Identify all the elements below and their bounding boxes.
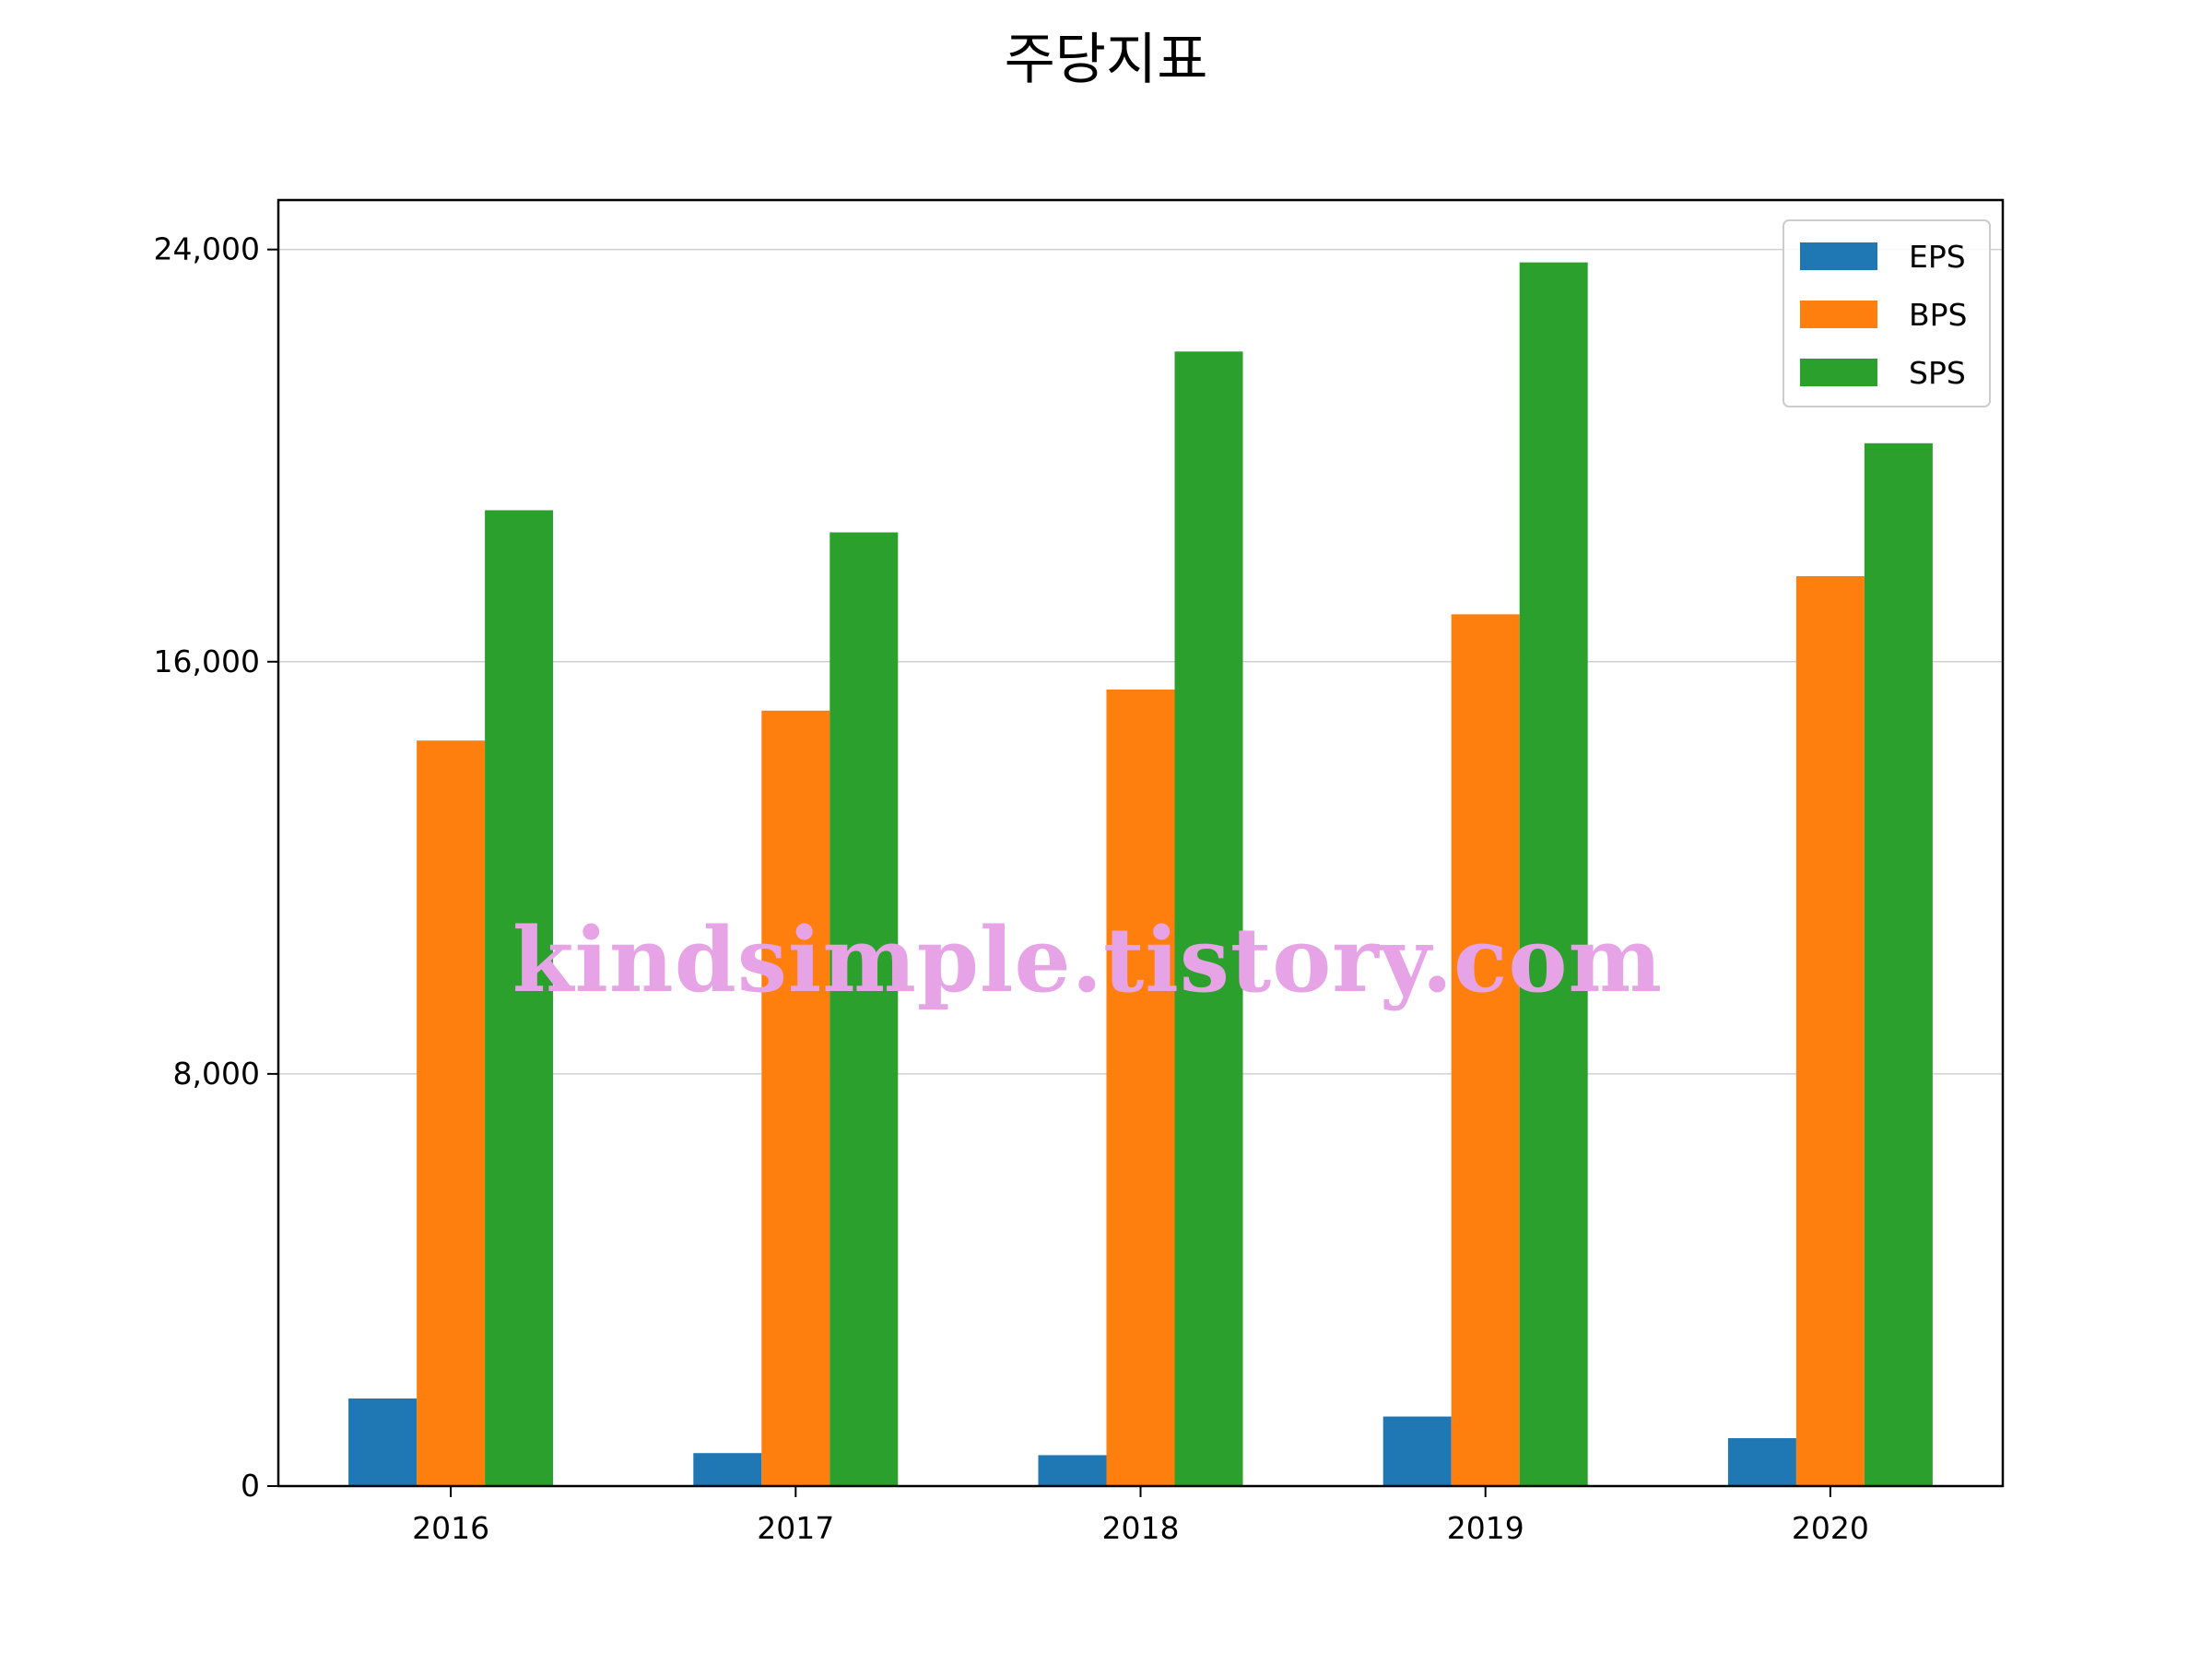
x-tick-label: 2017 bbox=[757, 1510, 834, 1546]
bar-sps-2020 bbox=[1864, 443, 1933, 1486]
x-tick-label: 2016 bbox=[412, 1510, 489, 1546]
bar-bps-2019 bbox=[1451, 614, 1520, 1486]
axis-ticks: 0 8,000 16,000 24,000 2016 2017 2018 2019 2020 bbox=[154, 231, 1869, 1546]
legend-swatch-eps bbox=[1800, 242, 1877, 270]
bar-bps-2020 bbox=[1795, 575, 1865, 1486]
bars bbox=[348, 262, 1933, 1486]
bar-eps-2019 bbox=[1382, 1416, 1452, 1486]
y-tick-label: 24,000 bbox=[154, 231, 260, 267]
legend-swatch-sps bbox=[1800, 359, 1877, 386]
legend: EPS BPS SPS bbox=[1783, 219, 1991, 407]
legend-label-sps: SPS bbox=[1909, 355, 1966, 391]
bar-sps-2018 bbox=[1174, 351, 1243, 1486]
legend-label-bps: BPS bbox=[1909, 297, 1968, 333]
x-tick-label: 2020 bbox=[1792, 1510, 1869, 1546]
y-tick-label: 16,000 bbox=[154, 643, 260, 679]
chart-title: 주당지표 bbox=[1005, 28, 1208, 92]
bar-eps-2017 bbox=[693, 1453, 762, 1486]
y-tick-label: 8,000 bbox=[173, 1056, 260, 1092]
legend-swatch-bps bbox=[1800, 301, 1877, 328]
bar-bps-2017 bbox=[761, 710, 830, 1486]
bar-eps-2018 bbox=[1038, 1455, 1107, 1486]
bar-sps-2017 bbox=[830, 532, 899, 1486]
bar-bps-2018 bbox=[1106, 689, 1175, 1486]
y-tick-label: 0 bbox=[241, 1468, 260, 1504]
bar-sps-2019 bbox=[1519, 262, 1588, 1486]
x-tick-label: 2018 bbox=[1102, 1510, 1180, 1546]
bar-eps-2020 bbox=[1727, 1438, 1796, 1486]
legend-label-eps: EPS bbox=[1909, 239, 1966, 275]
bar-bps-2016 bbox=[417, 740, 486, 1486]
bar-sps-2016 bbox=[485, 510, 554, 1486]
bar-eps-2016 bbox=[348, 1398, 418, 1486]
x-tick-label: 2019 bbox=[1447, 1510, 1524, 1546]
